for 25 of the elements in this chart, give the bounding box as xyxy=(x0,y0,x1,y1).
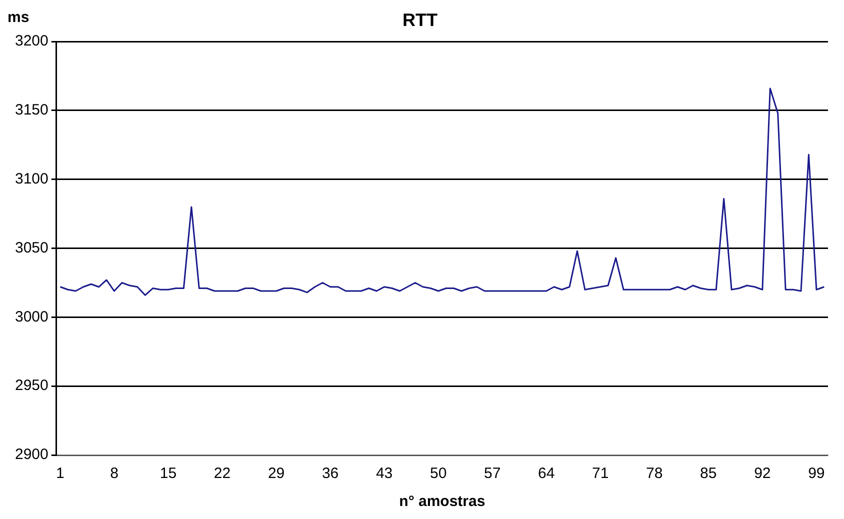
y-tick-label: 3000 xyxy=(14,308,48,326)
x-tick-label: 71 xyxy=(592,465,609,482)
x-axis-title: n° amostras xyxy=(399,493,486,510)
x-tick-label: 43 xyxy=(376,465,393,482)
x-tick-label: 22 xyxy=(214,465,231,482)
x-tick-label: 1 xyxy=(56,465,64,482)
chart-title: RTT xyxy=(402,10,438,30)
y-tick-label: 2900 xyxy=(14,446,48,464)
x-tick-label: 50 xyxy=(430,465,447,482)
x-tick-label: 15 xyxy=(160,465,177,482)
y-tick-label: 3150 xyxy=(14,102,48,119)
y-axis-title: ms xyxy=(8,9,30,26)
y-tick-label: 3100 xyxy=(14,170,48,188)
x-tick-label: 64 xyxy=(538,465,555,482)
x-tick-label: 36 xyxy=(322,465,339,482)
x-tick-label: 78 xyxy=(646,465,663,482)
x-tick-label: 29 xyxy=(268,465,285,482)
y-tick-label: 3200 xyxy=(14,32,48,50)
x-tick-label: 8 xyxy=(110,465,118,482)
y-tick-label: 3050 xyxy=(14,239,48,256)
x-tick-label: 99 xyxy=(808,465,825,482)
y-tick-label: 2950 xyxy=(14,377,48,394)
x-tick-label: 85 xyxy=(700,465,717,482)
x-tick-label: 57 xyxy=(484,465,501,482)
x-tick-label: 92 xyxy=(754,465,771,482)
